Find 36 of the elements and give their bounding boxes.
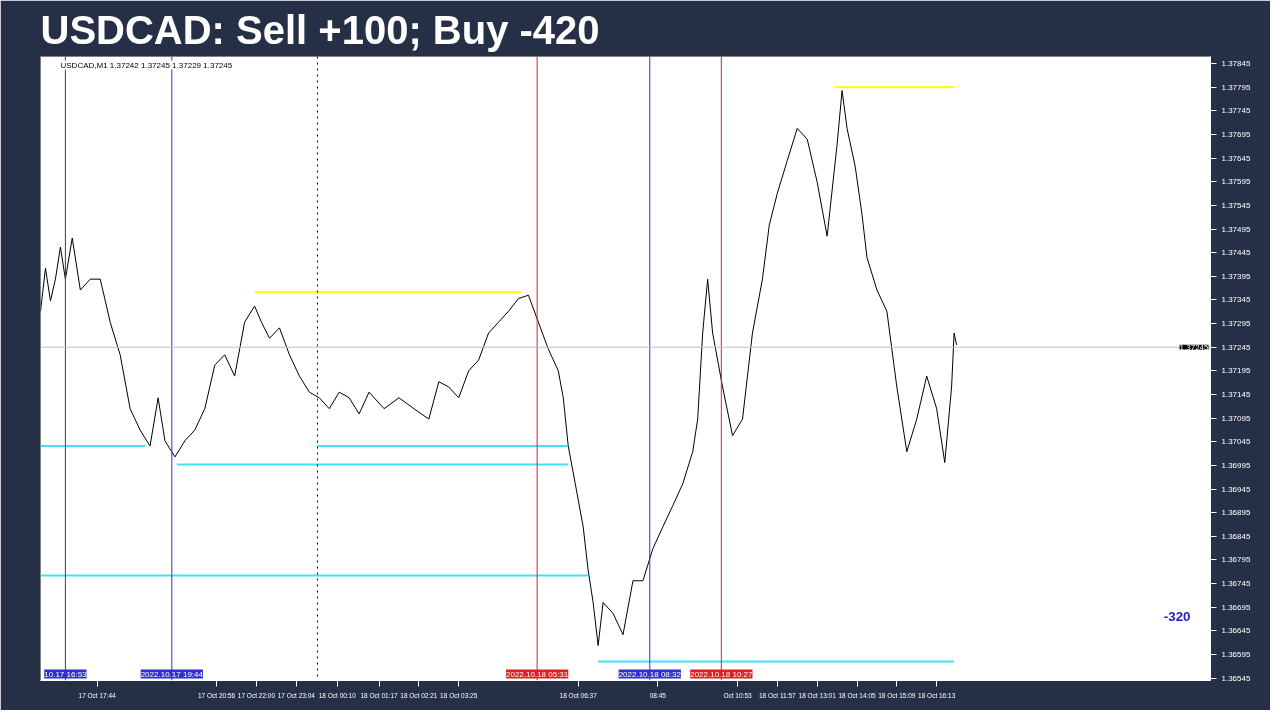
y-tick-label: 1.36695 [1221, 602, 1251, 612]
y-tick-label: 1.36945 [1221, 484, 1251, 494]
ref-line-label: 1.37245 [1179, 342, 1210, 352]
ref-line-label: 2022.10.18 05:31 [505, 669, 569, 679]
y-tick-label: 1.36795 [1221, 555, 1251, 565]
y-tick-label: 1.37295 [1221, 319, 1251, 329]
y-tick-label: 1.37595 [1221, 177, 1251, 187]
y-tick-label: 1.37695 [1221, 130, 1251, 139]
annotation: USDCAD,M1 1.37242 1.37245 1.37229 1.37245 [60, 60, 233, 70]
chart-title: USDCAD: Sell +100; Buy -420 [40, 7, 600, 52]
y-tick-label: 1.37345 [1221, 295, 1251, 305]
y-tick-label: 1.36545 [1221, 673, 1251, 683]
ref-line-label: 2022.10.18 10:27 [690, 669, 754, 679]
y-tick-label: 1.37395 [1221, 271, 1251, 281]
y-tick-label: 1.36995 [1221, 460, 1251, 470]
y-tick-label: 1.37145 [1221, 390, 1251, 399]
y-tick-label: 1.36595 [1221, 650, 1251, 659]
y-tick-label: 1.37545 [1221, 200, 1251, 210]
y-tick-label: 1.37495 [1221, 224, 1251, 234]
y-tick-label: 1.37095 [1221, 413, 1251, 423]
y-tick-label: 1.37645 [1221, 153, 1251, 163]
y-tick-label: 1.37445 [1221, 248, 1251, 258]
annotation: -320 [1163, 608, 1191, 624]
y-tick-label: 1.36845 [1221, 531, 1251, 541]
y-tick-label: 1.37045 [1221, 437, 1251, 447]
ref-line-label: 2022.10.17 19:44 [140, 669, 204, 679]
y-tick-label: 1.36645 [1221, 626, 1251, 636]
y-tick-label: 1.37745 [1221, 106, 1251, 116]
y-tick-label: 1.37195 [1221, 366, 1251, 376]
y-tick-label: 1.37245 [1221, 342, 1251, 352]
y-tick-label: 1.37795 [1221, 82, 1251, 92]
ref-line-label: 2022.10.18 08:32 [618, 669, 682, 679]
y-tick-label: 1.37845 [1221, 59, 1251, 69]
ref-line-label: 10.17 16:53 [44, 669, 88, 679]
y-tick-label: 1.36895 [1221, 508, 1251, 518]
y-tick-label: 1.36745 [1221, 579, 1251, 589]
